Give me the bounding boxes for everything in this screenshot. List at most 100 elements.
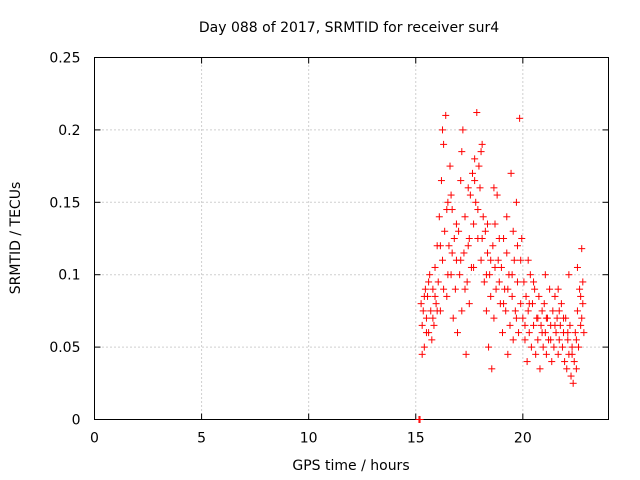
data-point [572,365,580,373]
plot-frame [94,57,609,420]
tick-labels: 0 5 10 15 20 0 0.05 0.1 0.15 0.2 0.25 [49,51,531,447]
data-point [447,191,455,199]
data-point [575,343,583,351]
data-point [524,307,532,315]
data-point [474,206,482,214]
data-point [577,292,585,300]
x-axis-label: GPS time / hours [292,458,409,474]
data-point [504,285,512,293]
data-point [421,285,429,293]
y-tick-label: 0.15 [49,195,80,211]
x-tick-label: 20 [514,431,532,447]
data-point [555,307,563,315]
data-point [494,256,502,264]
data-point [563,365,571,373]
data-point [464,242,472,250]
data-point [508,271,516,279]
data-point [434,278,442,286]
data-point [429,314,437,322]
data-point [538,329,546,337]
data-points [415,109,588,423]
data-point [580,329,588,337]
data-point [540,300,548,308]
data-point [429,285,437,293]
data-point [443,206,451,214]
data-point [564,336,572,344]
data-point [465,300,473,308]
x-tick-label: 10 [300,431,318,447]
data-point [508,292,516,300]
y-tick-label: 0.2 [58,123,80,139]
data-point [419,307,427,315]
data-point [568,350,576,358]
data-point [542,314,550,322]
data-point [503,249,511,257]
data-point [487,256,495,264]
data-point [456,271,464,279]
data-point [472,198,480,206]
data-point [534,336,542,344]
data-point [425,278,433,286]
data-point [469,169,477,177]
data-point [448,249,456,257]
data-point [551,321,559,329]
data-point [459,126,467,134]
data-point [470,220,478,228]
data-point [490,314,498,322]
data-point [530,321,538,329]
data-point [444,198,452,206]
data-point [527,343,535,351]
data-point [503,213,511,221]
data-point [578,314,586,322]
data-point [452,220,460,228]
data-point [565,271,573,279]
data-point [455,227,463,235]
data-point [430,321,438,329]
data-point [436,242,444,250]
data-point [579,300,587,308]
data-point [535,292,543,300]
chart-title: Day 088 of 2017, SRMTID for receiver sur… [199,20,499,36]
data-point [488,365,496,373]
data-point [560,314,568,322]
data-point [476,184,484,192]
data-point [539,343,547,351]
data-point [549,307,557,315]
data-point [435,213,443,221]
data-point [477,256,485,264]
data-point [547,336,555,344]
data-point [445,242,453,250]
data-point [457,256,465,264]
data-point [473,109,481,117]
data-point [465,235,473,242]
data-point [491,220,499,228]
data-point [521,321,529,329]
data-point [418,350,426,358]
data-point [443,292,451,300]
data-point [420,292,428,300]
data-point [502,307,510,315]
data-point [521,336,529,344]
data-point [554,350,562,358]
data-point [458,148,466,156]
data-point [493,191,501,199]
data-point [487,292,495,300]
data-point [579,278,587,286]
data-point [571,329,579,337]
data-point [558,343,566,351]
y-tick-label: 0.1 [58,268,80,284]
data-point [481,227,489,235]
data-point [422,314,430,322]
data-point [426,271,434,279]
data-point [471,177,479,185]
data-point [489,242,497,250]
data-point [483,249,491,257]
data-point [567,372,575,380]
data-point [568,343,576,351]
data-point [515,329,523,337]
data-point [561,358,569,366]
data-point [537,321,545,329]
data-point [509,227,517,235]
axis-ticks [94,57,609,420]
data-point [532,350,540,358]
